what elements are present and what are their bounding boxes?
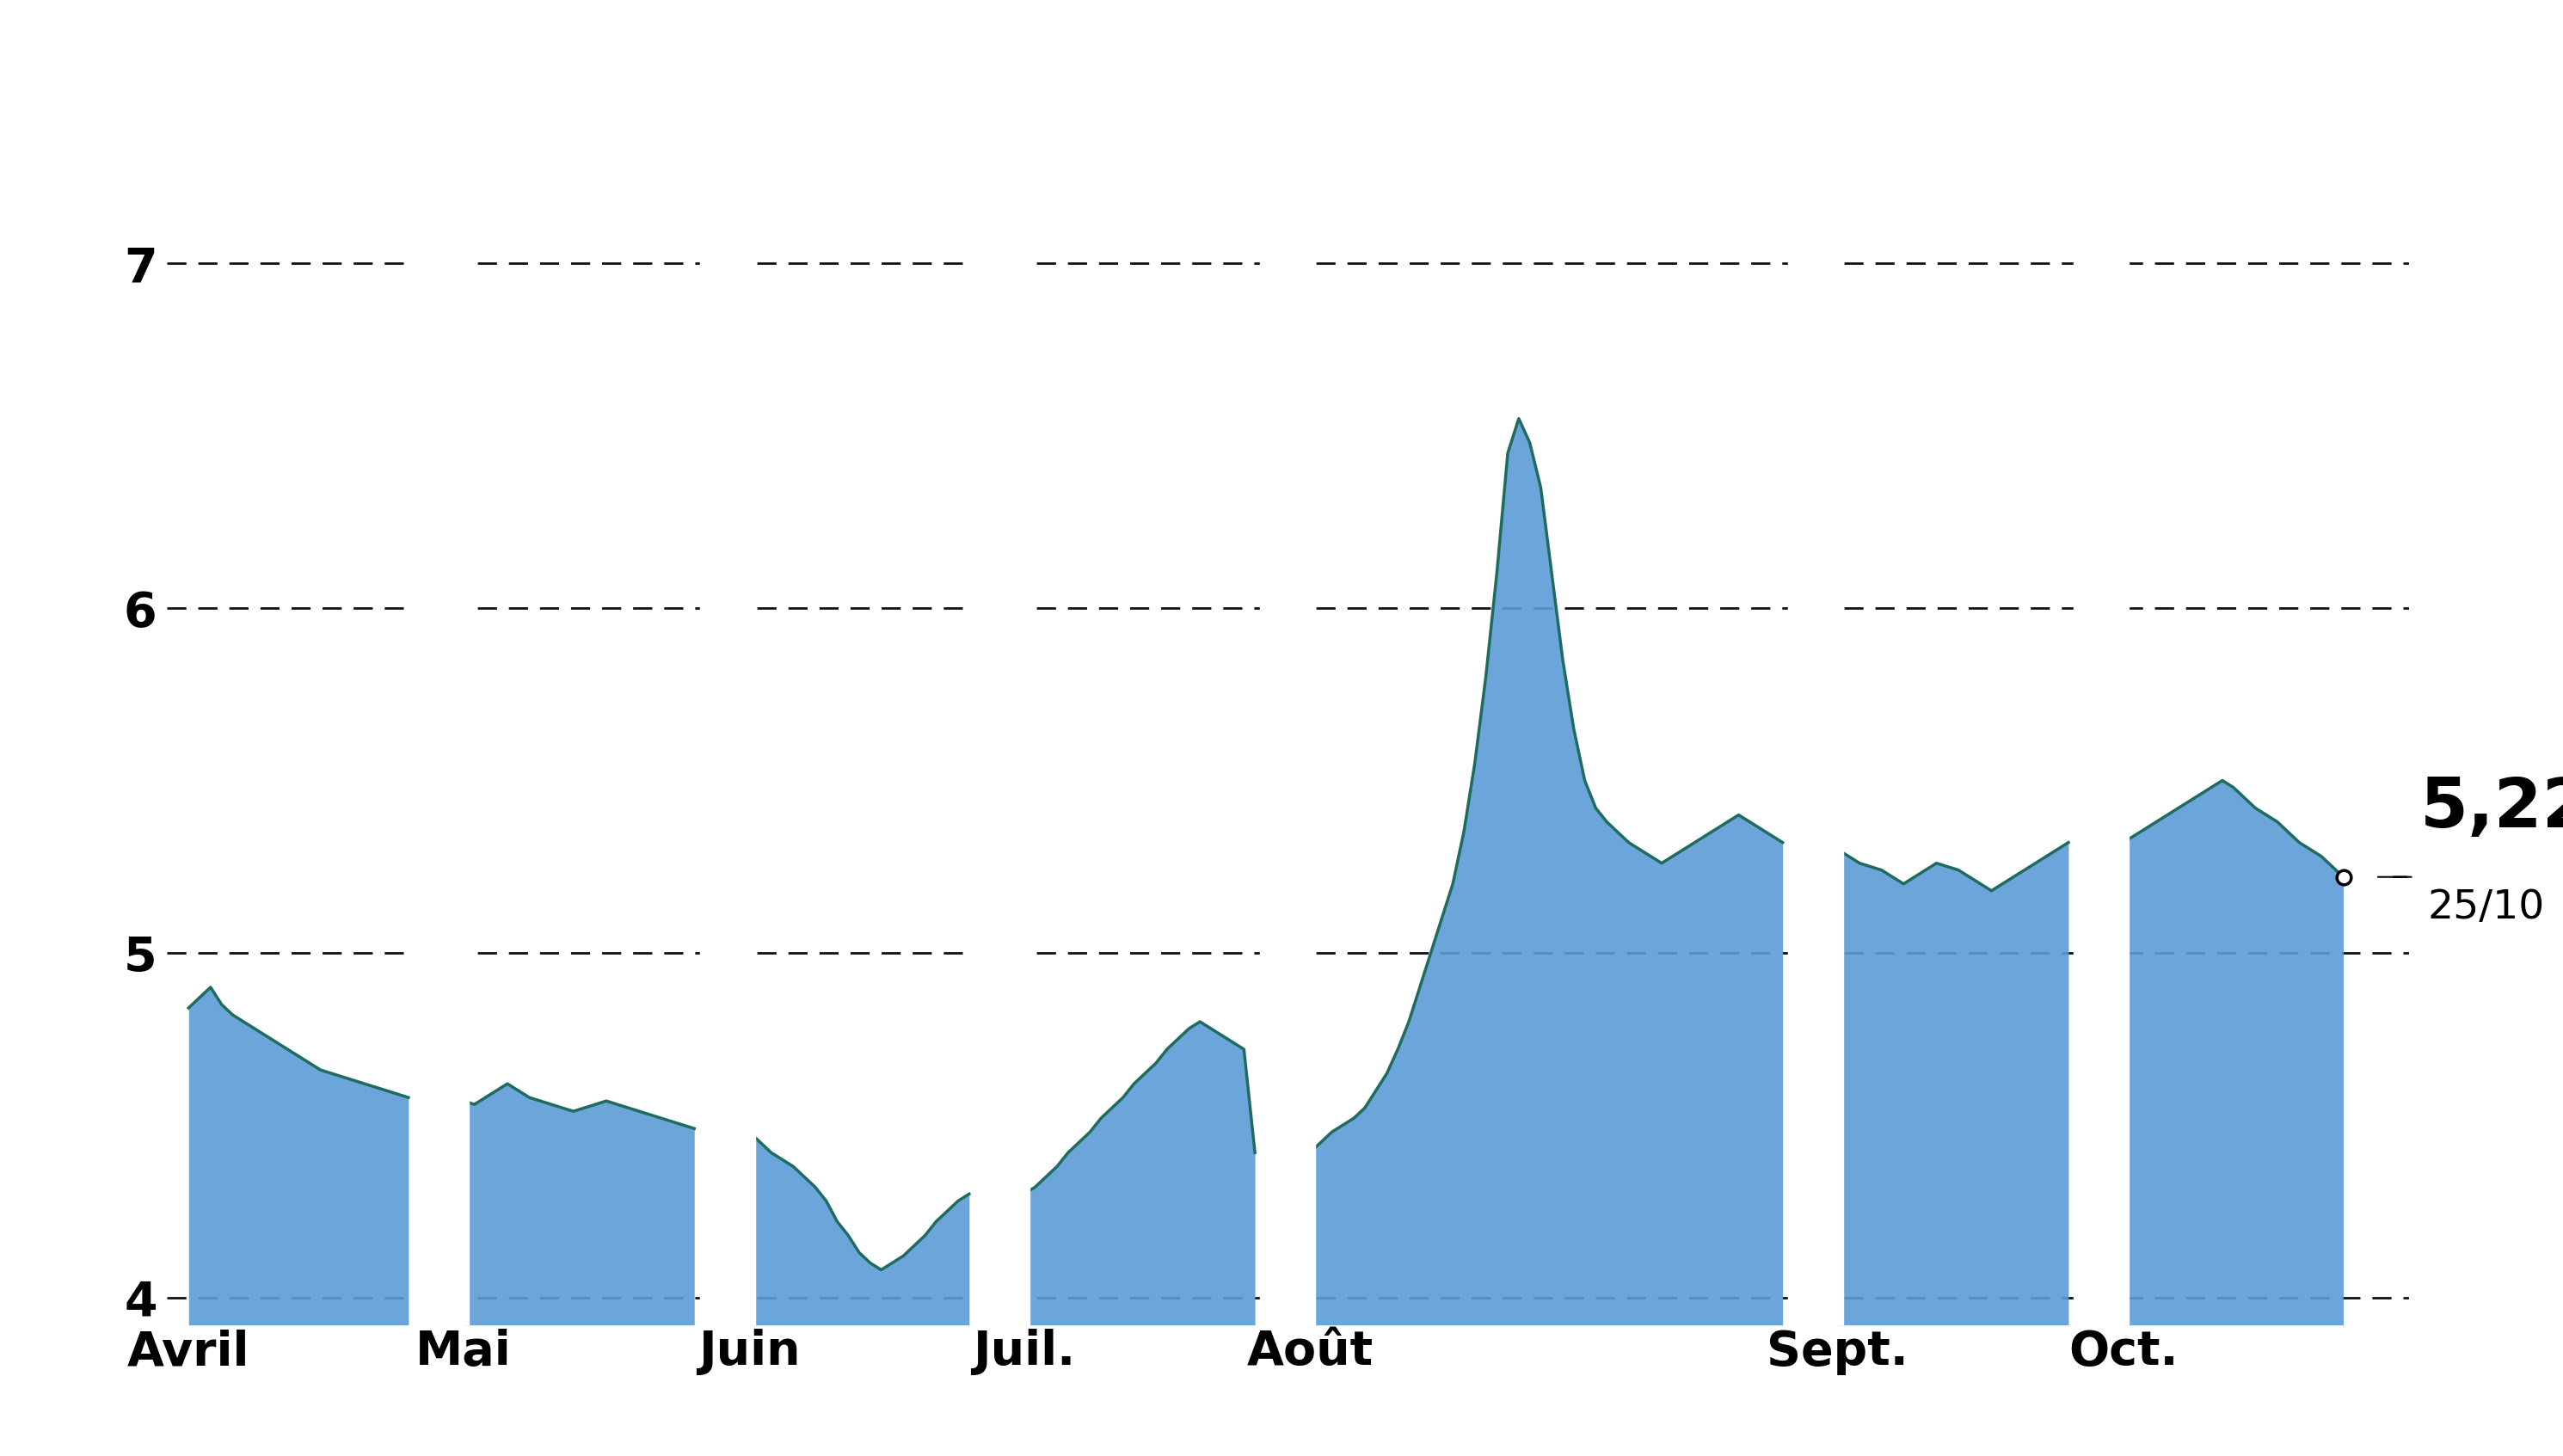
Bar [1261,160,1315,1325]
Bar [415,160,469,1325]
Text: 25/10: 25/10 [2427,888,2545,927]
Bar [2073,160,2130,1325]
Text: LABO EUROMEDIS: LABO EUROMEDIS [800,26,1763,119]
Bar [700,160,754,1325]
Bar [1789,160,1843,1325]
Bar [974,160,1030,1325]
Text: 5,22: 5,22 [2419,775,2563,842]
